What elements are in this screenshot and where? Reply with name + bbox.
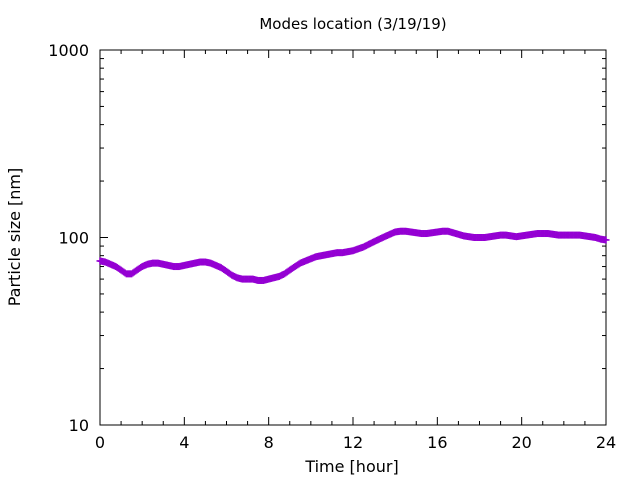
- y-axis-label: Particle size [nm]: [5, 168, 24, 307]
- x-tick-label: 16: [427, 433, 447, 452]
- y-axis-ticks: 10 100 1000: [48, 41, 606, 435]
- x-tick-label: 20: [511, 433, 531, 452]
- x-tick-label: 4: [179, 433, 189, 452]
- y-minor-ticks: [100, 58, 606, 370]
- y-tick-label: 10: [69, 416, 89, 435]
- x-tick-label: 0: [95, 433, 105, 452]
- y-tick-label: 100: [58, 229, 89, 248]
- series-particle-size: [96, 227, 610, 284]
- x-tick-label: 24: [596, 433, 616, 452]
- x-axis-label: Time [hour]: [304, 457, 398, 476]
- x-tick-label: 8: [264, 433, 274, 452]
- x-axis-ticks: 0 4 8 12 16 20 24: [95, 50, 616, 452]
- chart-title: Modes location (3/19/19): [259, 15, 446, 33]
- x-tick-label: 12: [343, 433, 363, 452]
- y-tick-label: 1000: [48, 41, 89, 60]
- data-point: [602, 236, 610, 244]
